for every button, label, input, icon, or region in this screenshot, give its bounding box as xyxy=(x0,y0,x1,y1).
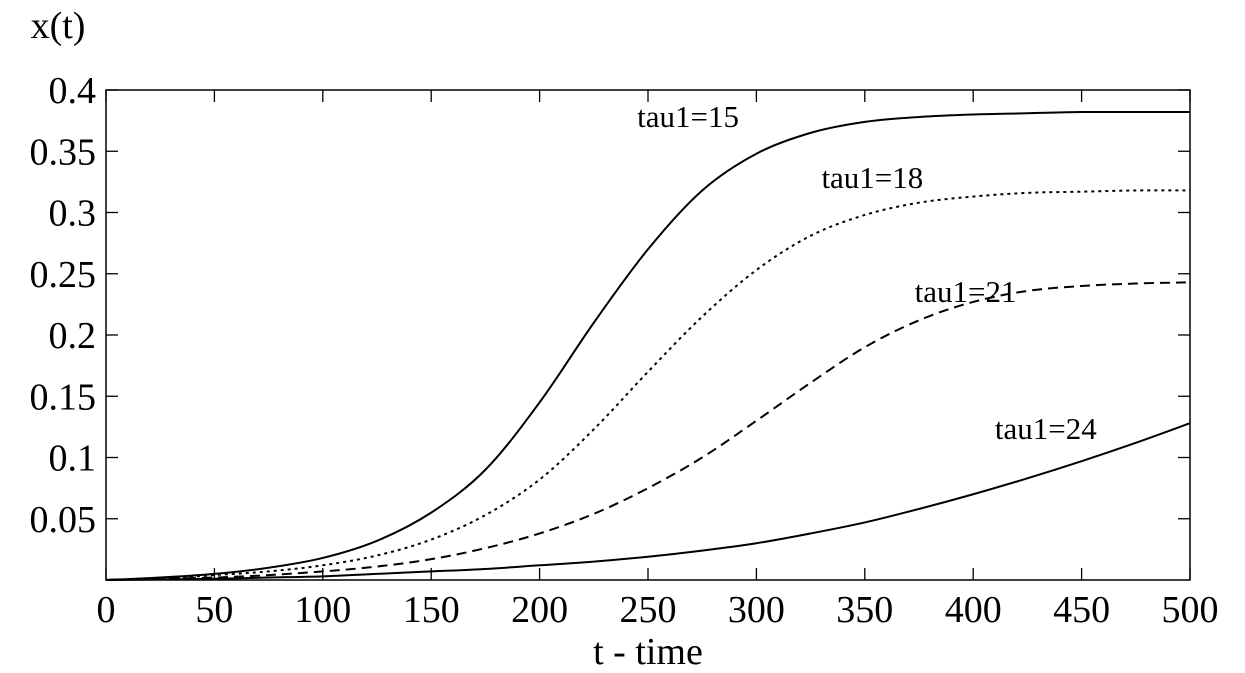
plot-frame xyxy=(105,89,1191,581)
y-tick-label: 0.4 xyxy=(49,70,97,112)
x-tick-label: 300 xyxy=(728,589,785,631)
y-tick-label: 0.05 xyxy=(30,499,97,541)
x-tick-label: 400 xyxy=(945,589,1002,631)
axis-ticks xyxy=(105,89,1191,580)
x-tick-label: 250 xyxy=(620,589,677,631)
series-line-tau1-15 xyxy=(105,110,1190,581)
series-label: tau1=15 xyxy=(637,99,739,134)
y-tick-label: 0.35 xyxy=(30,131,97,173)
x-tick-label: 450 xyxy=(1053,589,1110,631)
y-tick-label: 0.3 xyxy=(49,193,97,235)
x-tick-label: 350 xyxy=(836,589,893,631)
x-tick-label: 500 xyxy=(1162,589,1219,631)
y-tick-label: 0.15 xyxy=(30,376,97,418)
series-label: tau1=21 xyxy=(915,274,1017,309)
y-tick-label: 0.2 xyxy=(49,315,97,357)
x-axis-title: t - time xyxy=(593,631,703,673)
series-labels: tau1=15 tau1=18 tau1=21 tau1=24 xyxy=(637,99,1097,446)
y-tick-label: 0.1 xyxy=(49,438,97,480)
x-tick-label: 100 xyxy=(294,589,351,631)
series-line-tau1-24 xyxy=(105,422,1191,581)
y-tick-label: 0.25 xyxy=(30,254,97,296)
tick-labels: 0 50 100 150 200 250 300 350 400 450 500 0.05 0.1 0.1… xyxy=(30,70,1219,631)
series-lines xyxy=(105,110,1191,581)
x-tick-label: 50 xyxy=(195,589,233,631)
series-label: tau1=24 xyxy=(995,411,1097,446)
x-tick-label: 150 xyxy=(403,589,460,631)
x-tick-label: 200 xyxy=(511,589,568,631)
y-axis-title: x(t) xyxy=(31,5,86,47)
series-line-tau1-21 xyxy=(105,281,1191,581)
x-tick-label: 0 xyxy=(97,589,116,631)
series-label: tau1=18 xyxy=(821,160,923,195)
